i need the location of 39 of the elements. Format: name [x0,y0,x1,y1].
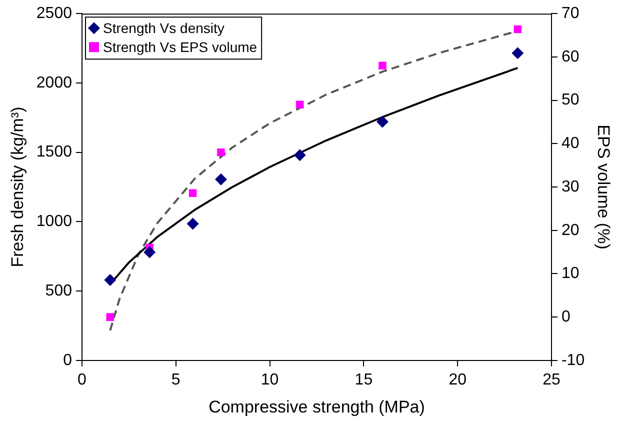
y2-tick-label: 0 [561,308,570,326]
y2-tick-label: 60 [561,48,580,66]
x-axis-title: Compressive strength (MPa) [208,397,425,416]
y2-tick-label: 70 [561,5,580,22]
x-tick-label: 20 [448,371,467,388]
y-axis-title: Fresh density (kg/m³) [8,106,27,268]
point [217,148,225,156]
point [378,62,386,70]
y2-tick-label: 30 [561,178,580,196]
y2-tick-label: 40 [561,135,580,152]
point [188,189,197,197]
point [214,173,227,186]
y-tick-label: 1500 [36,144,72,161]
point [104,274,116,286]
point [106,313,114,321]
x-tick-label: 10 [260,371,279,388]
y-tick-label: 0 [63,352,72,369]
x-tick-label: 15 [354,371,373,388]
point [144,246,156,258]
y2-tick-label: 10 [561,265,580,282]
y2-tick-label: 20 [561,222,580,239]
y-tick-label: 1000 [36,213,72,230]
legend-label: Strength Vs EPS volume [102,38,258,55]
y2-tick-label: -10 [561,352,585,369]
y2-axis-title: EPS volume (%) [594,124,614,250]
point [294,149,306,162]
legend-label: Strength Vs density [102,20,224,36]
point [376,116,388,128]
point [512,47,524,60]
y-tick-label: 2000 [36,74,72,92]
x-tick-label: 0 [78,371,87,388]
y-tick-label: 500 [45,282,72,300]
point [296,100,304,109]
point [186,218,199,230]
point [514,25,522,34]
x-tick-label: 25 [542,371,560,388]
y2-tick-label: 50 [561,92,580,109]
y-tick-label: 2500 [36,5,72,22]
x-tick-label: 5 [171,371,180,388]
